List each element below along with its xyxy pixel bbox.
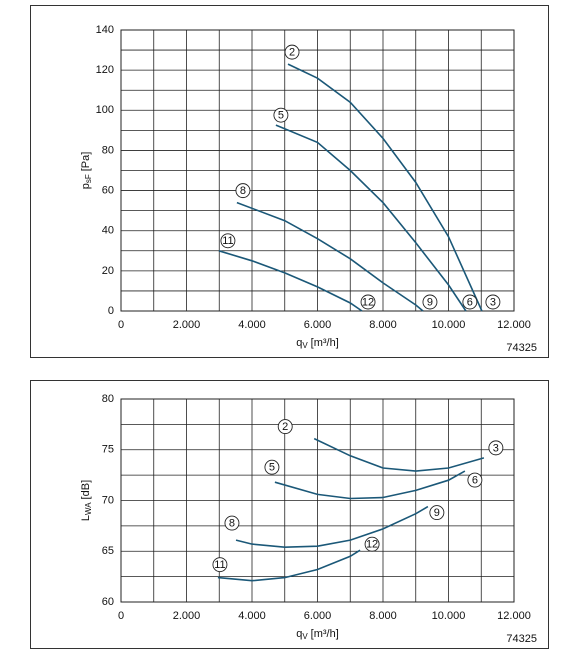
curve-label: 5	[269, 462, 275, 474]
x-tick-label: 12.000	[497, 610, 531, 622]
curve	[275, 124, 467, 312]
x-axis-label-unit: [m³/h]	[311, 337, 339, 349]
curve-label-circle	[264, 459, 280, 475]
y-axis-label-unit: [dB]	[80, 480, 92, 500]
curve-label-circle	[273, 107, 289, 123]
y-tick-label: 60	[102, 184, 114, 196]
curve-label-circle	[462, 294, 478, 310]
x-tick-label: 10.000	[432, 319, 466, 331]
y-tick-label: 100	[96, 104, 114, 116]
y-tick-label: 60	[102, 596, 114, 608]
curve-label-circle	[284, 44, 300, 60]
plot-frame	[120, 29, 515, 312]
y-tick-label: 0	[108, 305, 114, 317]
x-axis-label-unit: [m³/h]	[311, 628, 339, 640]
y-tick-label: 120	[96, 64, 114, 76]
y-tick-label: 65	[102, 545, 114, 557]
curve-label: 3	[493, 442, 499, 454]
x-axis-label-sub: V	[302, 632, 308, 641]
curve-label-circle	[485, 294, 501, 310]
y-tick-label: 80	[102, 393, 114, 405]
curve-label-circle	[360, 294, 376, 310]
x-axis-label-main: q	[296, 628, 302, 640]
curve-label-circle	[224, 515, 240, 531]
x-axis-label: qV [m³/h]	[296, 337, 339, 350]
curve-label: 8	[229, 517, 235, 529]
x-tick-label: 12.000	[497, 319, 531, 331]
x-tick-label: 6.000	[304, 319, 332, 331]
curve-label-circle	[277, 419, 293, 435]
x-axis-label: qV [m³/h]	[296, 628, 339, 641]
curve-label: 12	[362, 296, 374, 308]
y-axis-label-sub: WA	[84, 502, 93, 515]
y-tick-label: 40	[102, 225, 114, 237]
y-tick-label: 20	[102, 265, 114, 277]
curve-label: 2	[289, 47, 295, 59]
curve-label: 9	[427, 296, 433, 308]
y-tick-label: 75	[102, 444, 114, 456]
plot-frame	[120, 398, 515, 603]
figure-id: 74325	[506, 342, 537, 354]
curve-label-circle	[364, 536, 380, 552]
curve	[274, 470, 466, 500]
curve	[235, 505, 429, 549]
y-axis-label-main: L	[80, 515, 92, 521]
curve-label-circle	[467, 472, 483, 488]
curve	[218, 250, 363, 312]
curve-label: 5	[278, 110, 284, 122]
y-tick-label: 80	[102, 144, 114, 156]
x-axis-label-sub: V	[302, 341, 308, 350]
y-axis-label-unit: [Pa]	[80, 152, 92, 172]
curve-label-circle	[235, 183, 251, 199]
x-tick-label: 0	[118, 319, 124, 331]
curve-label-circle	[488, 440, 504, 456]
curve-label: 2	[282, 421, 288, 433]
x-tick-label: 4.000	[238, 610, 266, 622]
curve	[287, 63, 483, 312]
x-tick-label: 8.000	[369, 610, 397, 622]
curve-label: 11	[222, 235, 233, 247]
curve-label-circle	[429, 505, 445, 521]
curve	[236, 201, 424, 312]
curve-label: 6	[467, 296, 473, 308]
curve-label: 3	[490, 296, 496, 308]
x-tick-label: 0	[118, 610, 124, 622]
y-axis-label: LWA [dB]	[80, 480, 93, 521]
curve-label: 8	[240, 185, 246, 197]
x-tick-label: 4.000	[238, 319, 266, 331]
curve-label: 6	[472, 474, 478, 486]
x-tick-label: 8.000	[369, 319, 397, 331]
x-tick-label: 6.000	[304, 610, 332, 622]
x-tick-label: 2.000	[173, 610, 201, 622]
y-axis-label: psF [Pa]	[80, 152, 93, 190]
curve	[313, 437, 485, 472]
curve-label-circle	[212, 557, 228, 573]
curve-label: 11	[214, 559, 225, 571]
curve	[217, 549, 361, 582]
y-axis-label-main: p	[80, 183, 92, 189]
figure-id: 74325	[506, 633, 537, 645]
x-tick-label: 2.000	[173, 319, 201, 331]
x-axis-label-main: q	[296, 337, 302, 349]
panel-frame	[30, 5, 549, 358]
x-tick-label: 10.000	[432, 610, 466, 622]
y-tick-label: 70	[102, 494, 114, 506]
y-tick-label: 140	[96, 24, 114, 36]
curve-label-circle	[422, 294, 438, 310]
curve-label: 9	[434, 507, 440, 519]
curve-label: 12	[366, 539, 378, 551]
curve-label-circle	[220, 233, 236, 249]
panel-frame	[30, 380, 549, 649]
y-axis-label-sub: sF	[84, 174, 93, 183]
